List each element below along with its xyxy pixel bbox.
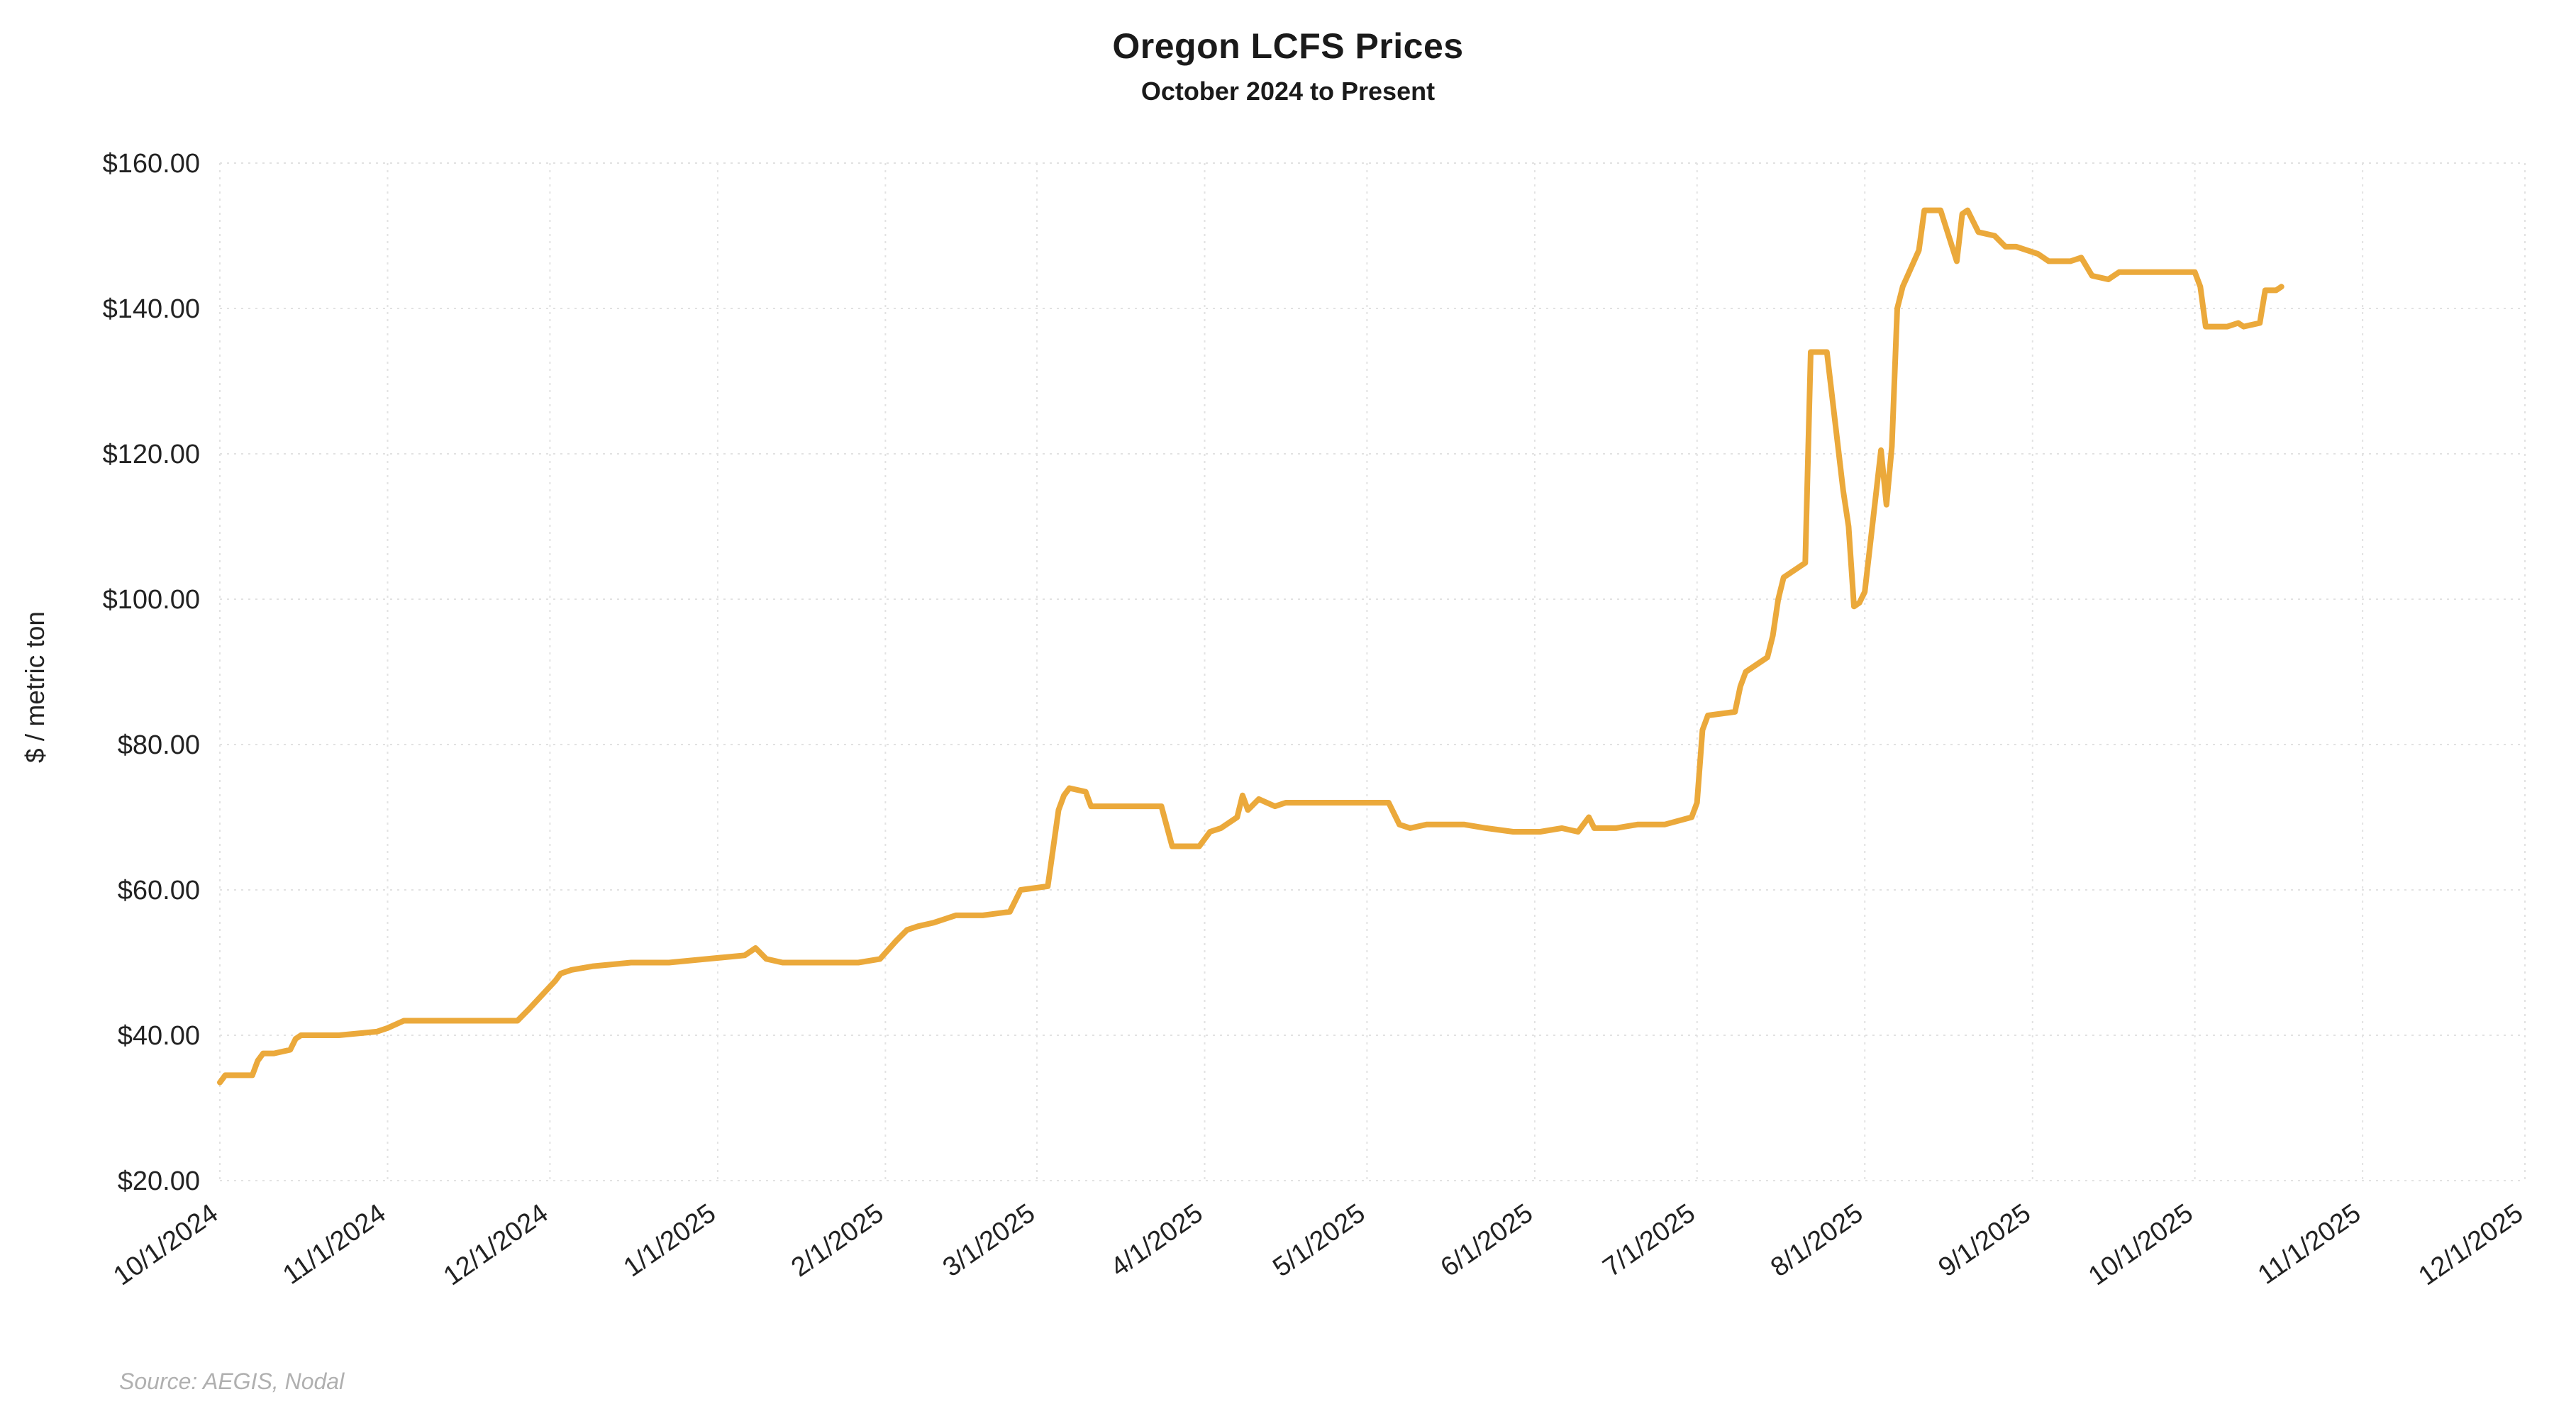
x-tick-label: 12/1/2024 <box>438 1198 554 1291</box>
x-tick-label: 10/1/2025 <box>2083 1198 2199 1291</box>
x-tick-label: 3/1/2025 <box>938 1198 1040 1283</box>
x-tick-label: 11/1/2025 <box>2253 1198 2366 1291</box>
x-tick-label: 12/1/2025 <box>2414 1198 2529 1291</box>
chart-subtitle: October 2024 to Present <box>1140 77 1436 106</box>
x-tick-label: 4/1/2025 <box>1105 1198 1208 1283</box>
y-tick-label: $160.00 <box>103 149 200 179</box>
x-tick-label: 8/1/2025 <box>1765 1198 1868 1283</box>
x-tick-label: 6/1/2025 <box>1436 1198 1538 1283</box>
y-tick-label: $80.00 <box>118 730 200 760</box>
x-tick-label: 11/1/2024 <box>277 1198 391 1291</box>
x-tick-label: 9/1/2025 <box>1933 1198 2036 1283</box>
x-tick-label: 5/1/2025 <box>1267 1198 1370 1283</box>
x-tick-label: 1/1/2025 <box>618 1198 721 1283</box>
chart-title: Oregon LCFS Prices <box>1112 26 1464 66</box>
x-tick-label: 2/1/2025 <box>786 1198 889 1283</box>
y-tick-label: $20.00 <box>118 1166 200 1196</box>
y-tick-label: $100.00 <box>103 585 200 615</box>
y-tick-label: $140.00 <box>103 294 200 324</box>
x-tick-label: 7/1/2025 <box>1598 1198 1701 1283</box>
price-line-series <box>217 207 2284 1086</box>
y-tick-label: $120.00 <box>103 440 200 469</box>
x-tick-label: 10/1/2024 <box>109 1198 224 1291</box>
source-note: Source: AEGIS, Nodal <box>119 1369 345 1394</box>
y-tick-label: $60.00 <box>118 876 200 905</box>
y-tick-label: $40.00 <box>118 1021 200 1051</box>
